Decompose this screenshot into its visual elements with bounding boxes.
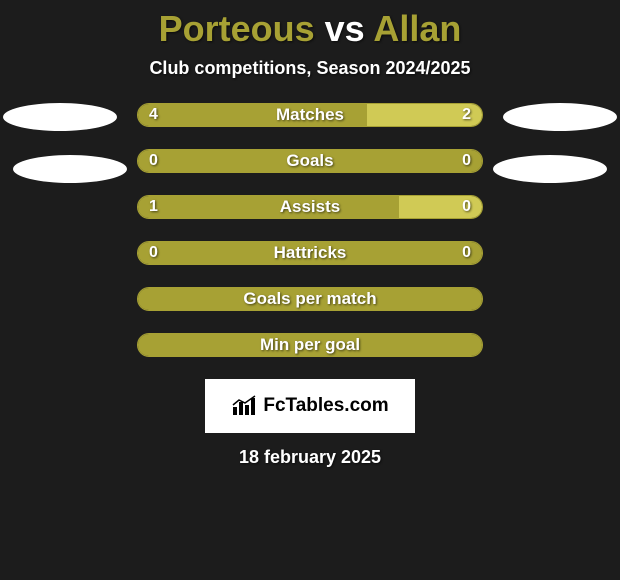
player-badge-left-1 (3, 103, 117, 131)
bars-area: Matches42Goals00Assists10Hattricks00Goal… (0, 103, 620, 357)
stat-value-right: 0 (462, 241, 471, 265)
title-player-left: Porteous (159, 8, 315, 49)
title-vs: vs (325, 8, 365, 49)
stat-value-left: 0 (149, 241, 158, 265)
player-badge-right-2 (493, 155, 607, 183)
chart-icon (231, 395, 257, 417)
stat-value-left: 4 (149, 103, 158, 127)
stat-value-left: 1 (149, 195, 158, 219)
stat-row: Goals0 0 (137, 149, 483, 173)
player-badge-right-1 (503, 103, 617, 131)
title: Porteous vs Allan (159, 8, 462, 50)
stat-row: Goals per match (137, 287, 483, 311)
stat-row: Assists1 0 (137, 195, 483, 219)
stat-value-left: 0 (149, 149, 158, 173)
logo-box: FcTables.com (205, 379, 415, 433)
stat-label: Assists (137, 195, 483, 219)
infographic-container: Porteous vs Allan Club competitions, Sea… (0, 0, 620, 580)
title-player-right: Allan (373, 8, 461, 49)
stat-label: Min per goal (137, 333, 483, 357)
stat-value-right: 2 (462, 103, 471, 127)
stat-label: Hattricks (137, 241, 483, 265)
content: Porteous vs Allan Club competitions, Sea… (0, 0, 620, 580)
stat-value-right: 0 (462, 149, 471, 173)
stat-value-right: 0 (462, 195, 471, 219)
stat-label: Goals (137, 149, 483, 173)
stat-row: Matches4 2 (137, 103, 483, 127)
date-text: 18 february 2025 (239, 447, 381, 468)
stat-label: Goals per match (137, 287, 483, 311)
stat-row: Min per goal (137, 333, 483, 357)
stat-row: Hattricks0 0 (137, 241, 483, 265)
subtitle: Club competitions, Season 2024/2025 (149, 58, 470, 79)
stat-label: Matches (137, 103, 483, 127)
player-badge-left-2 (13, 155, 127, 183)
logo-text: FcTables.com (263, 395, 388, 417)
